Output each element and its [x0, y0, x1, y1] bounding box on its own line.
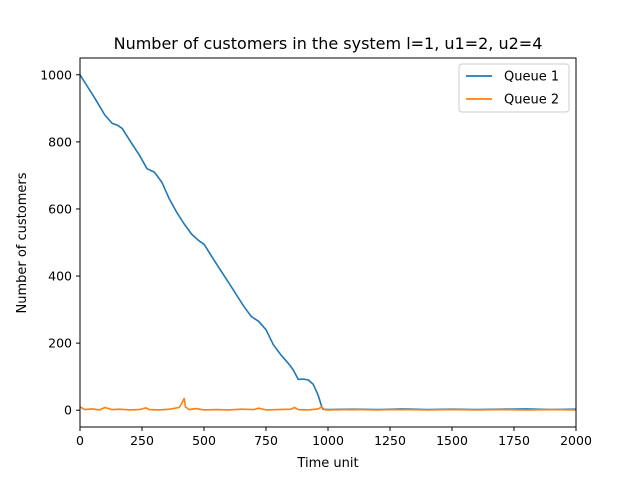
- x-tick-label: 1500: [436, 433, 468, 448]
- x-tick-label: 2000: [560, 433, 592, 448]
- x-tick-label: 1000: [312, 433, 344, 448]
- x-tick-label: 250: [130, 433, 154, 448]
- y-axis: 0 200 400 600 800 1000: [40, 67, 80, 418]
- x-tick-label: 1750: [498, 433, 530, 448]
- chart-title: Number of customers in the system l=1, u…: [114, 34, 543, 53]
- x-tick-label: 1250: [374, 433, 406, 448]
- series-line-2: [79, 397, 577, 411]
- x-axis-label: Time unit: [296, 456, 358, 471]
- y-tick-label: 200: [48, 336, 72, 351]
- y-tick-label: 600: [48, 201, 72, 216]
- x-axis: 0 250 500 750 1000 1250 1500 1750 2000: [76, 427, 592, 448]
- x-tick-label: 500: [192, 433, 216, 448]
- y-tick-label: 800: [48, 134, 72, 149]
- legend-label-1: Queue 1: [504, 70, 559, 85]
- y-tick-label: 1000: [40, 67, 72, 82]
- y-tick-label: 0: [64, 403, 72, 418]
- x-tick-label: 750: [254, 433, 278, 448]
- legend-label-2: Queue 2: [504, 93, 559, 108]
- y-tick-label: 400: [48, 269, 72, 284]
- x-tick-label: 0: [76, 433, 84, 448]
- legend: Queue 1 Queue 2: [458, 63, 570, 113]
- y-axis-label: Number of customers: [15, 172, 30, 313]
- plot-area: [79, 74, 577, 411]
